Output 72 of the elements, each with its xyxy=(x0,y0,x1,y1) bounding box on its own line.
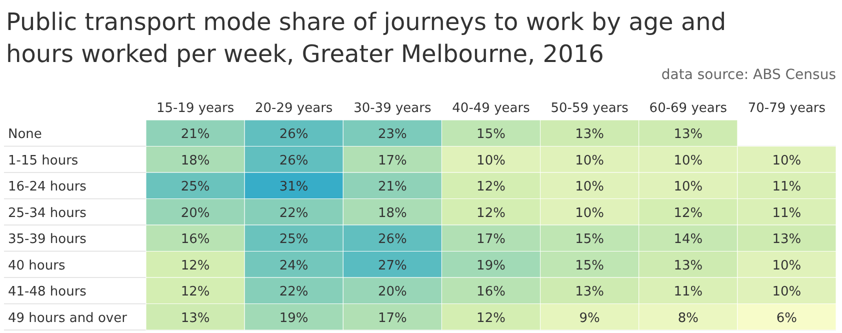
data-label: 12% xyxy=(180,258,210,274)
y-tick-label: 16-24 hours xyxy=(8,180,87,195)
data-label: 18% xyxy=(378,206,407,221)
data-label: 9% xyxy=(579,310,600,326)
data-label: 12% xyxy=(180,284,210,300)
x-tick-label: 40-49 years xyxy=(452,101,530,116)
data-label: 19% xyxy=(279,310,308,326)
data-label: 6% xyxy=(776,310,798,326)
data-label: 21% xyxy=(378,180,407,195)
data-label: 19% xyxy=(476,258,506,274)
y-tick-label: 35-39 hours xyxy=(8,232,87,248)
data-label: 14% xyxy=(674,232,703,248)
data-label: 8% xyxy=(678,310,698,326)
x-tick-label: 60-69 years xyxy=(649,101,728,116)
data-label: 11% xyxy=(674,284,703,300)
data-label: 10% xyxy=(476,153,506,168)
data-label: 10% xyxy=(772,258,802,274)
data-label: 12% xyxy=(476,206,506,221)
data-label: 10% xyxy=(575,206,604,221)
data-label: 12% xyxy=(674,206,703,221)
data-label: 13% xyxy=(674,127,703,142)
data-label: 13% xyxy=(674,258,703,274)
data-label: 22% xyxy=(279,284,308,300)
data-label: 10% xyxy=(772,153,802,168)
data-label: 13% xyxy=(772,232,802,248)
data-label: 23% xyxy=(378,127,407,142)
data-label: 13% xyxy=(575,284,604,300)
data-label: 17% xyxy=(378,153,407,168)
x-tick-label: 70-79 years xyxy=(748,101,826,116)
data-label: 26% xyxy=(279,153,308,168)
data-label: 18% xyxy=(180,153,210,168)
x-tick-label: 50-59 years xyxy=(550,101,629,116)
data-label: 25% xyxy=(180,180,210,195)
data-label: 25% xyxy=(279,232,308,248)
x-tick-label: 20-29 years xyxy=(255,101,333,116)
data-label: 31% xyxy=(279,180,308,195)
data-label: 24% xyxy=(279,258,308,274)
data-label: 10% xyxy=(575,180,604,195)
chart-title: Public transport mode share of journeys to work by age and hours worked per week, Greater Melbourne, 2016 xyxy=(6,8,726,68)
data-label: 11% xyxy=(772,206,802,221)
data-label: 17% xyxy=(378,310,407,326)
data-label: 15% xyxy=(575,258,604,274)
data-label: 21% xyxy=(180,127,210,142)
data-label: 20% xyxy=(378,284,407,300)
data-label: 20% xyxy=(180,206,210,221)
x-tick-label: 30-39 years xyxy=(354,101,432,116)
data-label: 22% xyxy=(279,206,308,221)
data-label: 10% xyxy=(772,284,802,300)
y-tick-label: 49 hours and over xyxy=(8,310,128,326)
y-tick-label: 1-15 hours xyxy=(8,153,78,168)
data-label: 16% xyxy=(476,284,506,300)
y-tick-label: None xyxy=(8,127,42,142)
data-label: 27% xyxy=(378,258,407,274)
source-note: data source: ABS Census xyxy=(661,67,836,83)
data-label: 13% xyxy=(180,310,210,326)
data-label: 15% xyxy=(575,232,604,248)
data-label: 26% xyxy=(279,127,308,142)
data-label: 12% xyxy=(476,310,506,326)
data-label: 12% xyxy=(476,180,506,195)
data-label: 11% xyxy=(772,180,802,195)
data-label: 17% xyxy=(476,232,506,248)
data-label: 10% xyxy=(674,153,703,168)
data-label: 15% xyxy=(476,127,506,142)
y-tick-label: 41-48 hours xyxy=(8,284,87,300)
data-label: 10% xyxy=(674,180,703,195)
y-tick-label: 40 hours xyxy=(8,258,66,274)
data-label: 13% xyxy=(575,127,604,142)
data-label: 10% xyxy=(575,153,604,168)
y-tick-label: 25-34 hours xyxy=(8,206,87,221)
data-label: 16% xyxy=(180,232,210,248)
data-label: 26% xyxy=(378,232,407,248)
x-tick-label: 15-19 years xyxy=(156,101,234,116)
